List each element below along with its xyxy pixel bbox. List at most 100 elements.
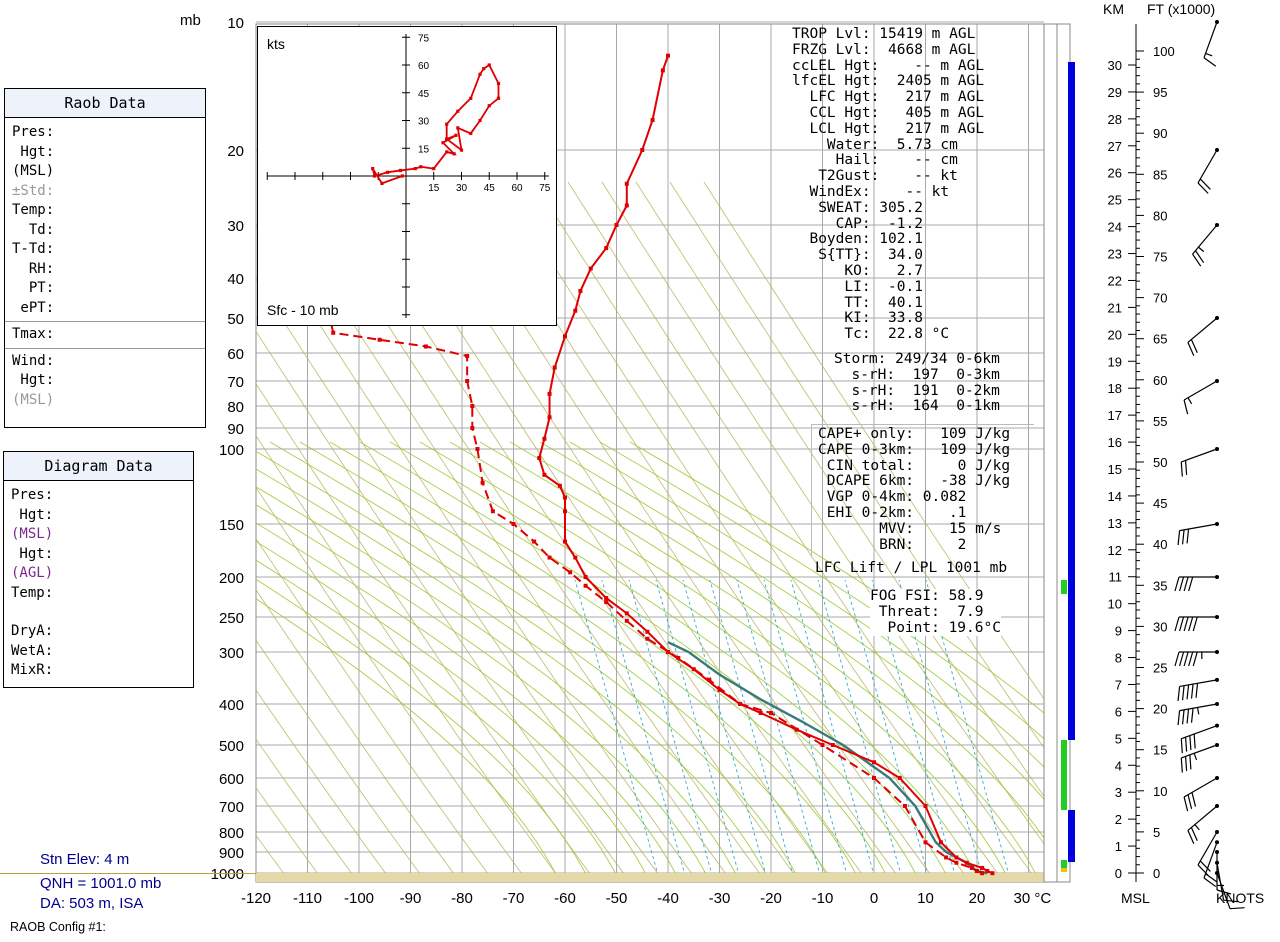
temperature-point — [640, 148, 645, 152]
ft-tick-label: 80 — [1153, 208, 1167, 223]
hodograph-point — [496, 96, 501, 100]
ft-tick-label: 100 — [1153, 44, 1175, 59]
fog-index-line: FOG FSI: 58.9 — [870, 588, 984, 604]
mixing-ratio-line — [898, 579, 985, 882]
moist-adiabat — [569, 441, 1044, 768]
station-qnh: QNH = 1001.0 mb — [40, 875, 162, 892]
stability-index-line: T2Gust: -- kt — [792, 168, 958, 185]
temperature-tick-label: -20 — [760, 890, 782, 907]
hodograph[interactable]: kts Sfc - 10 mb 15 15 30 30 45 45 60 60 75 75 — [257, 26, 557, 326]
hodograph-layer-label: Sfc - 10 mb — [267, 302, 339, 318]
moist-adiabat — [599, 441, 1044, 740]
mixing-ratio-line — [925, 579, 1012, 882]
stability-index-line: LFC Hgt: 217 m AGL — [792, 89, 985, 106]
cape-index-line: CAPE 0-3km: 109 J/kg — [818, 441, 1011, 458]
wind-barb-flag — [1181, 709, 1185, 725]
pressure-tick-label: 500 — [219, 738, 244, 755]
temperature-point — [738, 702, 743, 706]
wind-barb-flag — [1190, 708, 1194, 723]
wind-barb-flag — [1178, 616, 1185, 632]
wind-barb-flag — [1188, 616, 1194, 632]
wind-barb-flag — [1216, 889, 1232, 895]
temperature-tick-label: -10 — [812, 890, 834, 907]
pressure-tick-label: 300 — [219, 645, 244, 662]
diagram-row: MixR: — [11, 662, 54, 678]
pressure-tick-label: 80 — [227, 399, 244, 416]
km-tick-label: 13 — [1108, 516, 1122, 531]
wind-barb-point — [1215, 522, 1219, 526]
raob-row: Pres: — [12, 124, 55, 140]
ft-tick-label: 15 — [1153, 743, 1167, 758]
cape-index-line: BRN: 2 — [818, 536, 967, 553]
raob-wind-row: (MSL) — [12, 391, 55, 408]
hodograph-point — [380, 181, 384, 185]
axes: 1020304050607080901001502002503004005006… — [180, 12, 1051, 907]
wind-barb-flag — [1186, 684, 1190, 700]
stability-index-line: KO: 2.7 — [792, 262, 923, 279]
wind-barb-flag — [1190, 339, 1198, 354]
temperature-point — [573, 308, 578, 313]
temperature-tick-label: -40 — [657, 890, 679, 907]
temperature-tick-label: -60 — [554, 890, 576, 907]
wind-barb-flag — [1193, 753, 1198, 761]
ft-tick-label: 60 — [1153, 373, 1167, 388]
diagram-row: Hgt: — [11, 545, 54, 562]
temperature-tick-label: 0 — [870, 890, 878, 907]
temperature-point — [830, 743, 835, 747]
wind-barb-flag — [1203, 877, 1217, 888]
dewpoint-point — [480, 480, 485, 485]
dewpoint-point — [645, 636, 650, 641]
wind-barb-point — [1215, 840, 1219, 845]
temperature-point — [938, 840, 943, 845]
wind-barb-point — [1215, 379, 1219, 383]
wind-barb-flag — [1181, 529, 1185, 545]
raob-wind-row: Wind: — [12, 352, 55, 369]
pressure-tick-label: 150 — [219, 517, 244, 534]
dewpoint-point — [624, 618, 629, 623]
moist-adiabat — [256, 486, 741, 882]
hodograph-point — [452, 152, 456, 156]
hodograph-point — [413, 167, 417, 171]
moist-adiabat — [256, 598, 561, 882]
fog-index-line: Threat: 7.9 — [870, 603, 984, 620]
km-tick-label: 4 — [1115, 758, 1122, 773]
dry-adiabat — [256, 588, 461, 882]
dewpoint-point — [423, 344, 428, 349]
ft-tick-label: 55 — [1153, 414, 1167, 429]
temperature-point — [691, 667, 696, 672]
cape-index-line: DCAPE 6km: -38 J/kg — [818, 473, 1011, 490]
dewpoint-point — [475, 447, 480, 451]
wind-barb-point — [1215, 447, 1219, 451]
wind-barb-point — [1215, 316, 1219, 320]
dry-adiabat — [567, 181, 1039, 882]
km-tick-label: 0 — [1115, 866, 1122, 881]
hodograph-point — [487, 63, 491, 67]
storm-index-line: s-rH: 191 0-2km — [834, 382, 1000, 399]
temperature-point — [758, 710, 763, 715]
wind-barb-flag — [1181, 685, 1185, 701]
stability-index-line: LI: -0.1 — [792, 278, 923, 295]
wind-barb-flag — [1183, 651, 1189, 667]
pressure-unit-label: mb — [180, 12, 201, 29]
stability-index-line: S{TT}: 34.0 — [792, 247, 923, 264]
ft-tick-label: 5 — [1153, 825, 1160, 840]
wind-barb-flag — [1199, 178, 1211, 190]
wind-barb-point — [1215, 615, 1219, 619]
hodograph-point — [454, 133, 458, 137]
ft-tick-label: 10 — [1153, 784, 1167, 799]
ft-tick-label: 95 — [1153, 85, 1167, 100]
temperature-tick-label: -120 — [241, 890, 271, 907]
ft-tick-label: 45 — [1153, 496, 1167, 511]
hodograph-unit-label: kts — [267, 36, 285, 52]
dewpoint-point — [954, 860, 959, 865]
wind-barb-flag — [1223, 899, 1239, 903]
dewpoint-point — [465, 379, 470, 383]
dry-adiabat — [256, 330, 631, 882]
pressure-tick-label: 600 — [219, 771, 244, 788]
temperature-point — [717, 687, 722, 692]
dry-adiabat — [256, 486, 529, 882]
temperature-point — [650, 117, 655, 122]
diagram-row: DryA: — [11, 623, 54, 639]
stability-index-line: Hail: -- cm — [792, 152, 958, 169]
